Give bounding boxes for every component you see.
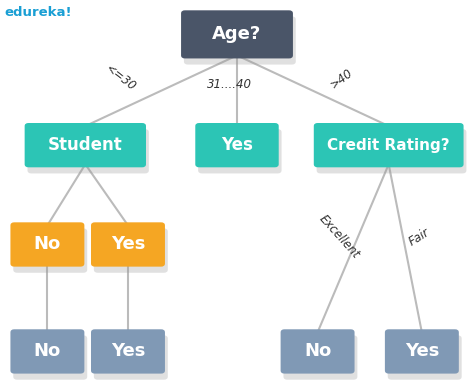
Text: 31....40: 31....40	[208, 78, 252, 91]
FancyBboxPatch shape	[27, 129, 149, 173]
Text: edureka!  edu: edureka! edu	[210, 135, 264, 144]
Text: edureka!  edu: edureka! edu	[21, 234, 74, 243]
Text: edureka!  edu: edureka! edu	[291, 341, 344, 350]
Text: Excellent: Excellent	[316, 212, 362, 261]
FancyBboxPatch shape	[195, 123, 279, 167]
Text: Age?: Age?	[212, 25, 262, 44]
Text: ka!  edureka!: ka! edureka!	[396, 356, 447, 366]
FancyBboxPatch shape	[91, 222, 165, 267]
Text: ka!  edureka!: ka! edureka!	[363, 150, 414, 159]
FancyBboxPatch shape	[10, 222, 84, 267]
Text: Credit Rating?: Credit Rating?	[328, 138, 450, 153]
FancyBboxPatch shape	[283, 335, 357, 380]
FancyBboxPatch shape	[385, 329, 459, 374]
FancyBboxPatch shape	[198, 129, 282, 173]
Text: ka!  edureka!: ka! edureka!	[102, 249, 154, 259]
FancyBboxPatch shape	[13, 228, 87, 273]
FancyBboxPatch shape	[94, 228, 168, 273]
Text: >40: >40	[328, 66, 355, 91]
FancyBboxPatch shape	[10, 329, 84, 374]
Text: No: No	[34, 342, 61, 361]
FancyBboxPatch shape	[317, 129, 466, 173]
Text: ka!  edureka!: ka! edureka!	[60, 150, 111, 159]
Text: edureka!  edu: edureka! edu	[101, 234, 155, 243]
Text: <=30: <=30	[103, 63, 138, 94]
Text: edureka!  edu: edureka! edu	[101, 341, 155, 350]
Text: ka!  edureka!: ka! edureka!	[211, 150, 263, 159]
Text: ka!  edureka!: ka! edureka!	[211, 39, 263, 49]
Text: ka!  edureka!: ka! edureka!	[102, 356, 154, 366]
FancyBboxPatch shape	[91, 329, 165, 374]
Text: ka!  edureka!: ka! edureka!	[22, 356, 73, 366]
Text: No: No	[304, 342, 331, 361]
FancyBboxPatch shape	[13, 335, 87, 380]
FancyBboxPatch shape	[25, 123, 146, 167]
FancyBboxPatch shape	[314, 123, 464, 167]
Text: Yes: Yes	[111, 342, 145, 361]
Text: Yes: Yes	[221, 136, 253, 154]
Text: edureka!  edu: edureka! edu	[59, 135, 112, 144]
Text: edureka!  edu: edureka! edu	[210, 24, 264, 33]
Text: Fair: Fair	[407, 225, 432, 248]
Text: edureka!  edu: edureka! edu	[21, 341, 74, 350]
Text: No: No	[34, 235, 61, 254]
FancyBboxPatch shape	[281, 329, 355, 374]
Text: edureka!: edureka!	[5, 6, 73, 19]
FancyBboxPatch shape	[94, 335, 168, 380]
Text: Student: Student	[48, 136, 123, 154]
Text: edureka!  edu: edureka! edu	[395, 341, 448, 350]
Text: Yes: Yes	[405, 342, 439, 361]
Text: edureka!  edu: edureka! edu	[362, 135, 415, 144]
Text: ka!  edureka!: ka! edureka!	[22, 249, 73, 259]
Text: ka!  edureka!: ka! edureka!	[292, 356, 343, 366]
FancyBboxPatch shape	[184, 16, 296, 65]
FancyBboxPatch shape	[181, 10, 293, 58]
Text: Yes: Yes	[111, 235, 145, 254]
FancyBboxPatch shape	[388, 335, 462, 380]
